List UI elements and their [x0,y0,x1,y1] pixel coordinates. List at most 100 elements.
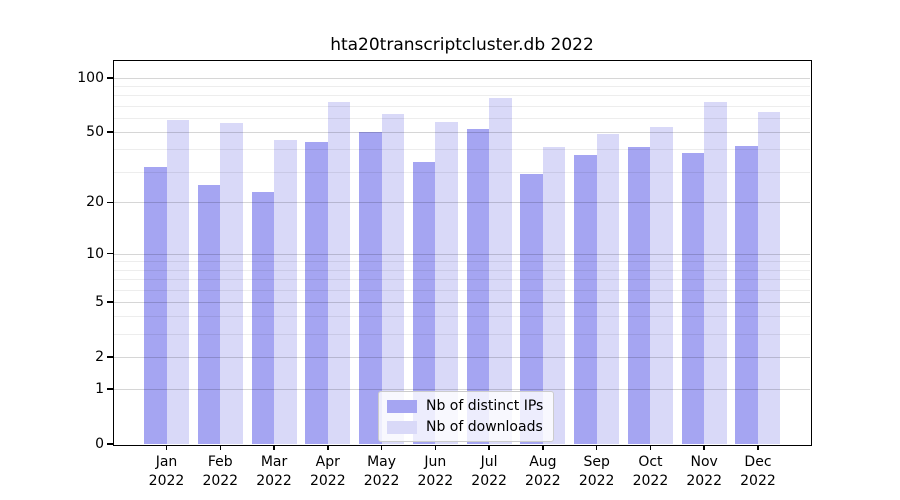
x-tick-mark [273,445,275,450]
gridline-major [114,301,810,303]
y-tick-mark [106,443,113,445]
gridline-minor [114,117,810,119]
legend-swatch-ips [387,399,417,413]
bar-downloads-apr [327,102,351,444]
legend: Nb of distinct IPs Nb of downloads [378,391,555,442]
x-label-year: 2022 [363,473,400,489]
x-label-month: Apr [315,454,340,470]
bar-ips-jul [466,128,490,444]
x-label-month: Dec [744,454,772,470]
x-label-month: Jul [480,454,498,470]
gridline-minor [114,86,810,88]
y-tick-label: 5 [95,293,104,310]
x-label-year: 2022 [525,473,561,489]
x-tick-label: Mar 2022 [242,453,306,491]
x-tick-mark [595,445,598,450]
x-tick-mark [219,445,222,450]
bar-ips-nov [681,153,705,444]
x-tick-mark [165,445,168,450]
gridline-minor [114,105,810,107]
x-tick-mark [703,445,705,450]
x-label-month: Jan [155,454,178,470]
x-tick-label: May 2022 [350,453,414,491]
x-tick-label: Jan 2022 [135,453,199,491]
legend-swatch-downloads [387,420,417,434]
bar-ips-oct [627,147,651,444]
gridline-major [114,356,810,358]
x-label-month: Oct [638,454,663,470]
bar-downloads-jul [489,98,512,444]
bar-ips-may [359,132,382,444]
x-label-year: 2022 [309,473,346,489]
x-label-month: May [367,454,397,470]
bar-downloads-oct [650,127,673,444]
x-tick-label: Nov 2022 [672,453,736,491]
bar-ips-apr [305,141,328,444]
x-label-month: Sep [583,454,610,470]
x-label-year: 2022 [256,473,292,489]
y-tick-mark [106,301,113,303]
x-label-month: Nov [690,454,718,470]
x-label-year: 2022 [471,473,507,489]
legend-item-downloads: Nb of downloads [387,419,543,435]
bar-downloads-mar [274,140,297,444]
x-label-month: Feb [207,454,233,470]
plot-area: Nb of distinct IPs Nb of downloads 0 1 2 5 1… [77,59,812,489]
y-tick-mark [106,77,113,79]
legend-item-ips: Nb of distinct IPs [387,398,543,414]
x-label-month: Jun [424,454,447,470]
y-tick-mark [106,388,113,390]
y-tick-label: 10 [86,245,104,262]
bar-downloads-sep [596,133,620,444]
gridline-major [114,253,810,255]
y-tick-mark [106,201,113,204]
gridline-minor [114,279,810,280]
y-tick-label: 2 [95,348,104,365]
bar-downloads-jan [166,120,189,444]
x-tick-label: Oct 2022 [618,453,682,491]
legend-label-downloads: Nb of downloads [426,419,543,435]
gridline-minor [114,334,810,335]
bar-ips-feb [197,185,221,444]
y-tick-mark [106,252,113,255]
x-label-month: Aug [529,454,557,470]
x-tick-mark [327,445,329,450]
bar-ips-mar [251,191,275,444]
gridline-major [114,389,810,390]
x-label-year: 2022 [632,473,669,489]
y-tick-label: 1 [95,381,104,397]
x-label-year: 2022 [686,473,722,489]
gridline-major [114,77,810,79]
x-tick-mark [488,445,490,450]
x-label-month: Mar [260,454,288,470]
x-tick-label: Aug 2022 [511,453,575,491]
x-tick-label: Feb 2022 [188,453,252,491]
x-tick-mark [649,445,652,450]
x-tick-label: Apr 2022 [296,453,360,491]
bar-ips-aug [520,174,543,444]
x-label-year: 2022 [148,473,185,489]
legend-label-ips: Nb of distinct IPs [426,398,544,414]
x-tick-label: Jun 2022 [403,453,467,491]
bar-downloads-nov [704,102,727,444]
bar-ips-jun [412,161,436,444]
x-tick-mark [380,445,383,450]
x-tick-label: Sep 2022 [565,453,629,491]
bar-downloads-jun [435,121,458,444]
x-label-year: 2022 [417,473,454,489]
bar-downloads-may [381,114,405,444]
y-tick-label: 0 [95,436,104,452]
y-tick-label: 20 [86,194,104,211]
x-tick-label: Jul 2022 [457,453,521,491]
bar-downloads-dec [757,111,781,444]
gridline-minor [114,171,810,173]
bar-downloads-aug [542,147,566,444]
gridline-minor [114,269,810,271]
x-tick-mark [542,445,544,450]
y-tick-label: 100 [77,69,104,86]
gridline-major [114,202,810,204]
gridline-minor [114,261,810,263]
bar-ips-jan [144,166,167,444]
gridline-minor [114,316,810,318]
